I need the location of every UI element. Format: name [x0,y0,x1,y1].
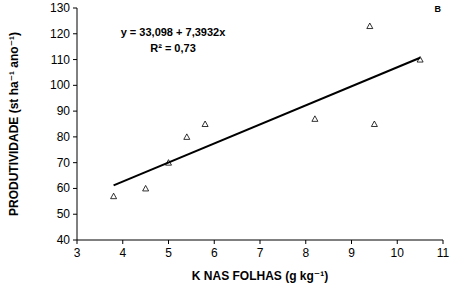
y-tick [73,162,77,163]
chart-svg: 40 50 60 70 80 90 100 110 120 130 3 4 5 6 7 8 9 10 11 K NAS… [0,0,454,289]
x-tick [397,240,398,244]
y-tick [73,59,77,60]
y-tick-label: 120 [50,27,70,41]
y-tick-label: 40 [57,233,71,247]
data-point [371,121,377,127]
plot-area [111,23,424,199]
x-tick [443,240,444,244]
y-tick-label: 70 [57,156,71,170]
y-tick-label: 130 [50,1,70,15]
y-tick [73,214,77,215]
data-point [143,185,149,191]
y-axis-label: PRODUTIVIDADE (st ha⁻¹ ano⁻¹) [7,32,21,216]
x-tick-label: 8 [302,246,309,260]
annotation: y = 33,098 + 7,3932x [121,26,226,38]
x-tick-label: 9 [348,246,355,260]
y-tick [73,33,77,34]
y-tick-label: 80 [57,130,71,144]
y-tick [73,85,77,86]
x-tick [77,240,78,244]
panel-label: B [435,4,442,14]
y-tick-label: 110 [51,53,70,67]
x-tick-label: 7 [257,246,264,260]
x-tick [122,240,123,244]
annotation: R² = 0,73 [150,42,196,54]
y-tick [73,111,77,112]
x-tick [214,240,215,244]
data-point [184,134,190,140]
y-axis [77,8,78,240]
x-tick-label: 5 [165,246,172,260]
y-tick-label: 60 [57,181,71,195]
chart-container: 40 50 60 70 80 90 100 110 120 130 3 4 5 6 7 8 9 10 11 K NAS… [0,0,454,289]
x-tick [260,240,261,244]
x-axis-label: K NAS FOLHAS (g kg⁻¹) [192,269,328,283]
y-tick-label: 90 [57,104,71,118]
data-point [202,121,208,127]
x-tick-label: 6 [211,246,218,260]
x-tick-label: 4 [119,246,126,260]
y-tick-label: 50 [57,207,71,221]
x-tick [305,240,306,244]
y-tick [73,188,77,189]
trend-line [114,58,421,186]
y-tick [73,136,77,137]
y-tick [73,240,77,241]
x-tick-label: 11 [437,246,450,260]
y-tick-label: 100 [50,78,70,92]
x-tick [351,240,352,244]
x-tick [168,240,169,244]
x-tick-label: 3 [74,246,81,260]
data-point [111,193,117,199]
data-point [312,116,318,122]
y-tick [73,8,77,9]
x-tick-label: 10 [391,246,405,260]
data-point [367,23,373,29]
